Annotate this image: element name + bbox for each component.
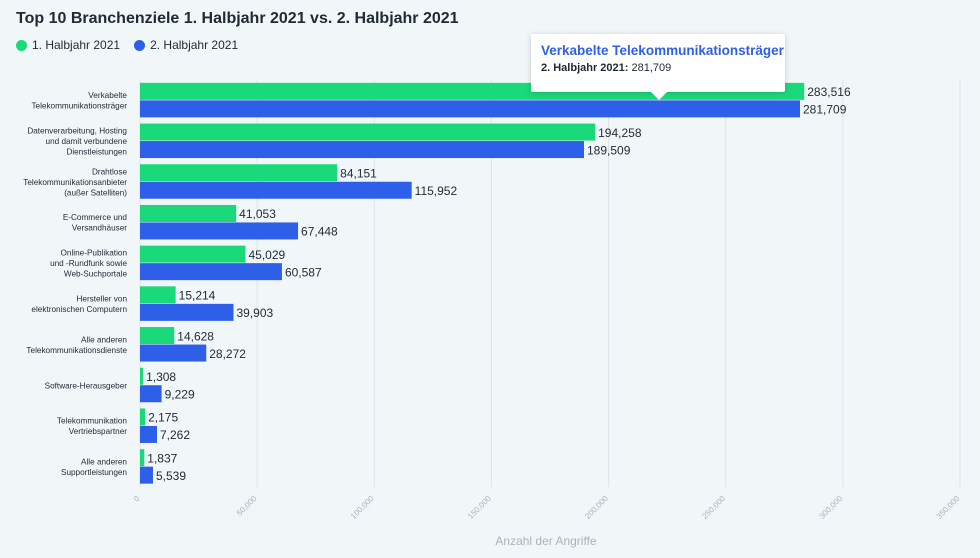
legend-item-series-2[interactable]: 2. Halbjahr 2021 bbox=[134, 38, 238, 52]
data-label: 14,628 bbox=[177, 329, 214, 343]
bar-h2 bbox=[140, 100, 801, 118]
legend-swatch-series-2 bbox=[134, 39, 146, 51]
bar-h1 bbox=[140, 408, 146, 426]
bar-h2 bbox=[140, 425, 158, 443]
bar-h1 bbox=[140, 123, 596, 141]
data-label: 41,053 bbox=[239, 207, 276, 221]
tooltip-line: 2. Halbjahr 2021: 281,709 bbox=[541, 62, 671, 74]
bar-h1 bbox=[140, 164, 338, 182]
x-tick-label: 300,000 bbox=[817, 494, 844, 521]
bar-h2 bbox=[140, 344, 207, 362]
data-label: 84,151 bbox=[340, 167, 377, 181]
bar-h1 bbox=[140, 245, 246, 263]
data-label: 15,214 bbox=[179, 289, 216, 303]
data-label: 9,229 bbox=[165, 388, 195, 402]
category-label: Alle anderen Telekommunikationsdienste bbox=[26, 335, 127, 355]
category-label: Telekommunikation Vertriebspartner bbox=[57, 417, 128, 437]
bar-h2 bbox=[140, 181, 412, 199]
legend-label-series-2: 2. Halbjahr 2021 bbox=[150, 38, 239, 52]
bar-h1 bbox=[140, 449, 145, 467]
bar-h2 bbox=[140, 141, 584, 159]
x-tick-label: 100,000 bbox=[349, 494, 376, 521]
bar-h2 bbox=[140, 303, 234, 321]
category-label: E-Commerce und Versandhäuser bbox=[63, 213, 128, 233]
tooltip-title: Verkabelte Telekommunikationsträger bbox=[541, 43, 784, 58]
x-tick-label: 350,000 bbox=[935, 494, 962, 521]
legend: 1. Halbjahr 2021 2. Halbjahr 2021 bbox=[16, 38, 238, 52]
bar-h2 bbox=[140, 222, 299, 240]
category-label: Drahtlose Telekommunikationsanbieter (auße… bbox=[23, 167, 127, 197]
data-label: 189,509 bbox=[587, 143, 631, 157]
data-label: 28,272 bbox=[209, 347, 246, 361]
data-label: 45,029 bbox=[248, 248, 285, 262]
category-label: Hersteller von elektronischen Computern bbox=[31, 295, 127, 315]
bar-h1 bbox=[140, 367, 144, 385]
category-label: Online-Publikation und -Rundfunk sowie Web… bbox=[50, 249, 127, 279]
tooltip-series-label: 2. Halbjahr 2021: bbox=[541, 62, 629, 74]
x-tick-label: 250,000 bbox=[700, 494, 727, 521]
data-label: 1,308 bbox=[146, 370, 176, 384]
x-tick-label: 200,000 bbox=[583, 494, 610, 521]
data-label: 7,262 bbox=[160, 428, 190, 442]
data-label: 2,175 bbox=[148, 411, 178, 425]
legend-swatch-series-1 bbox=[16, 39, 27, 51]
category-label: Datenverarbeitung, Hosting und damit verb… bbox=[27, 127, 127, 157]
chart-title: Top 10 Branchenziele 1. Halbjahr 2021 vs… bbox=[16, 10, 459, 27]
bar-h1 bbox=[140, 327, 175, 345]
tooltip: Verkabelte Telekommunikationsträger 2. H… bbox=[531, 34, 785, 100]
data-label: 194,258 bbox=[598, 126, 642, 140]
category-label: Software-Herausgeber bbox=[45, 381, 128, 390]
category-label: Verkabelte Telekommunikationsträger bbox=[31, 91, 127, 111]
tooltip-arrow bbox=[651, 92, 667, 100]
bar-h1 bbox=[140, 286, 176, 304]
data-label: 5,539 bbox=[156, 469, 186, 483]
bar-h2 bbox=[140, 466, 153, 484]
bar-h2 bbox=[140, 385, 162, 403]
x-tick-label: 0 bbox=[132, 494, 142, 504]
bar-h1 bbox=[140, 204, 237, 222]
data-label: 67,448 bbox=[301, 225, 338, 239]
x-tick-label: 150,000 bbox=[466, 494, 493, 521]
data-label: 1,837 bbox=[147, 451, 177, 465]
data-label: 39,903 bbox=[236, 306, 273, 320]
data-label: 281,709 bbox=[803, 103, 847, 117]
data-label: 283,516 bbox=[807, 85, 851, 99]
legend-item-series-1[interactable]: 1. Halbjahr 2021 bbox=[16, 38, 120, 52]
x-axis-title: Anzahl der Angriffe bbox=[495, 534, 597, 548]
x-tick-label: 50,000 bbox=[235, 494, 259, 518]
tooltip-value: 281,709 bbox=[631, 62, 672, 74]
bar-h2 bbox=[140, 263, 282, 281]
legend-label-series-1: 1. Halbjahr 2021 bbox=[32, 38, 121, 52]
category-label: Alle anderen Supportleistungen bbox=[61, 457, 127, 477]
data-label: 60,587 bbox=[285, 265, 322, 279]
data-label: 115,952 bbox=[415, 184, 458, 198]
